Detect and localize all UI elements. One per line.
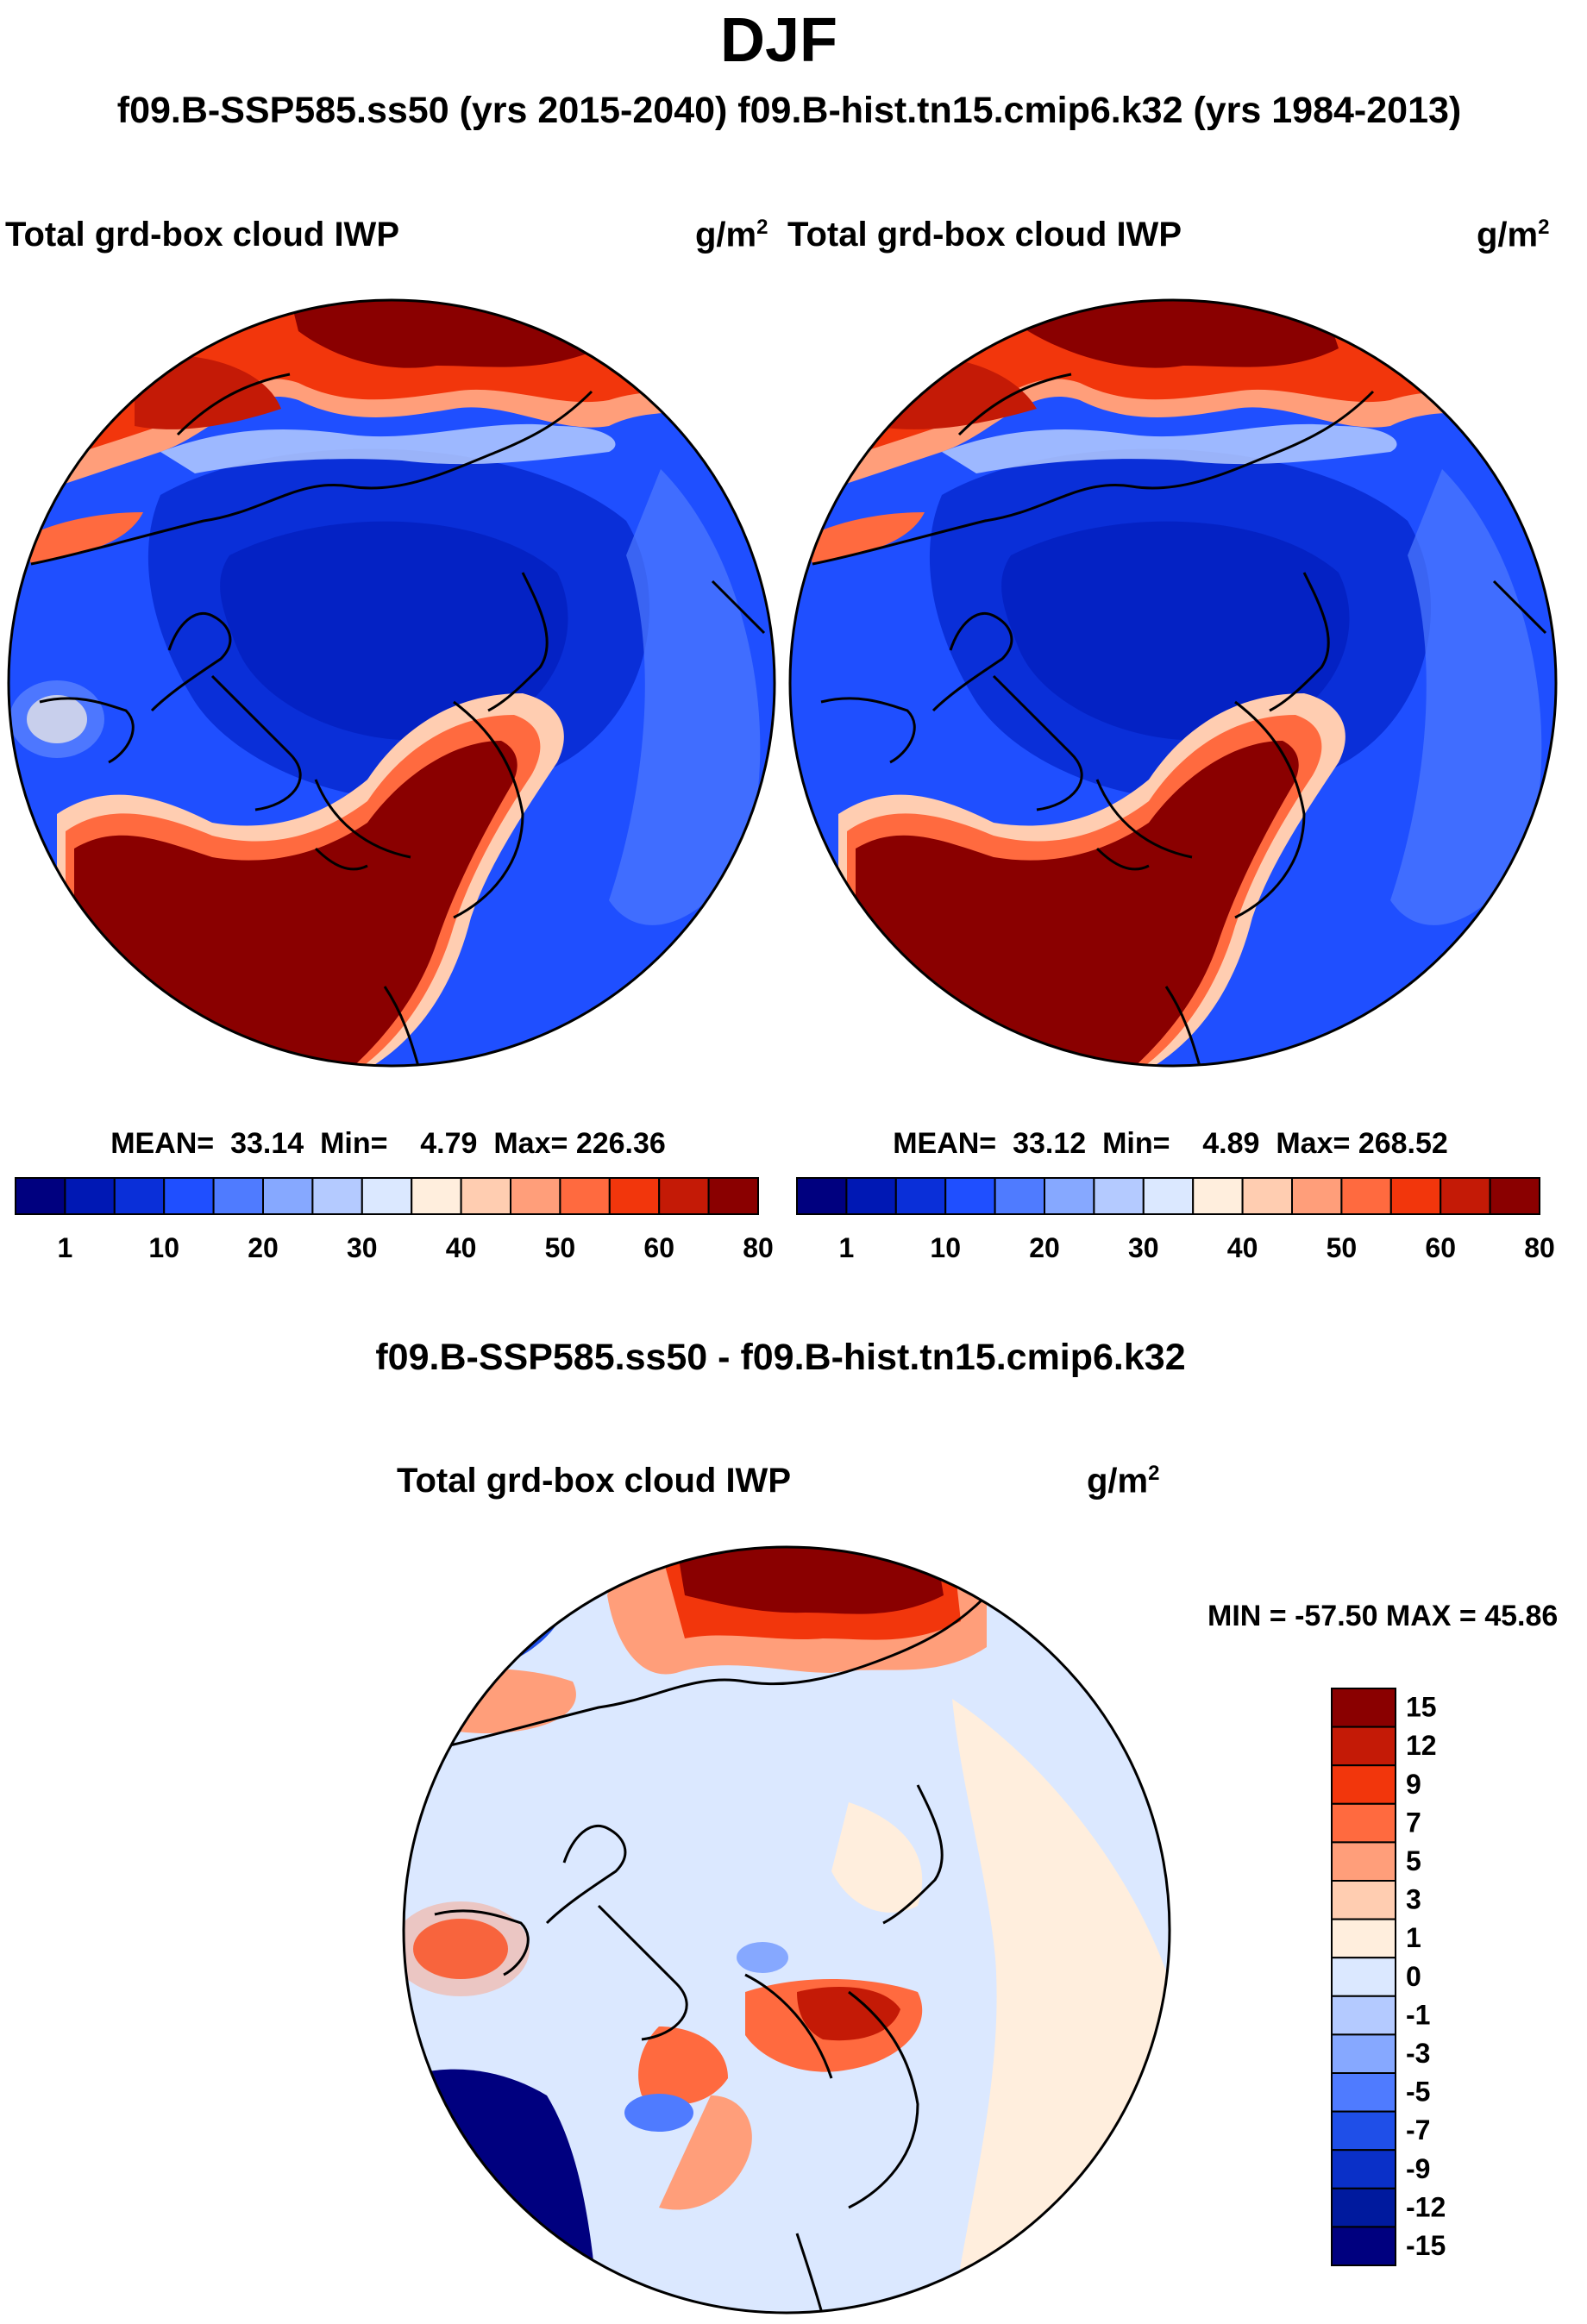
colorbar-box: [1331, 1802, 1396, 1844]
colorbar-tick-label: -1: [1406, 1999, 1430, 2030]
colorbar-tick-label: -3: [1406, 2038, 1430, 2069]
colorbar-tick-label: -7: [1406, 2114, 1430, 2145]
colorbar-box: [262, 1177, 314, 1215]
colorbar-tick-label: 12: [1406, 1730, 1437, 1761]
colorbar-box: [608, 1177, 661, 1215]
colorbar-tick-label: 10: [930, 1232, 961, 1263]
colorbar-box: [411, 1177, 462, 1215]
colorbar-box: [113, 1177, 166, 1215]
colorbar-box: [1331, 2033, 1396, 2074]
colorbar-tick-label: 50: [1327, 1232, 1358, 1263]
colorbar-tick-label: 60: [643, 1232, 674, 1263]
colorbar-box: [1331, 2226, 1396, 2267]
colorbar-box: [994, 1177, 1046, 1215]
case-header: f09.B-SSP585.ss50 (yrs 2015-2040) f09.B-…: [116, 90, 1462, 131]
colorbar-box: [15, 1177, 66, 1215]
colorbar-box: [1093, 1177, 1145, 1215]
diff-title: f09.B-SSP585.ss50 - f09.B-hist.tn15.cmip…: [375, 1337, 1186, 1378]
colorbar-tick-label: 40: [446, 1232, 477, 1263]
colorbar-box: [1331, 1726, 1396, 1767]
colorbar-box: [1331, 1957, 1396, 1997]
diff-variable: Total grd-box cloud IWP: [397, 1462, 791, 1500]
colorbar-tick-label: 1: [58, 1232, 73, 1263]
colorbar-box: [1331, 1764, 1396, 1805]
colorbar-box: [460, 1177, 511, 1215]
colorbar-tick-label: -12: [1406, 2191, 1446, 2222]
colorbar-tick-label: 5: [1406, 1845, 1421, 1876]
colorbar-box: [559, 1177, 611, 1215]
colorbar-box: [510, 1177, 561, 1215]
colorbar-box: [1489, 1177, 1540, 1215]
colorbar-box: [1331, 2149, 1396, 2189]
colorbar-tick-label: 20: [248, 1232, 279, 1263]
map-difference-iwp: [402, 1545, 1171, 2315]
colorbar-tick-label: -9: [1406, 2153, 1430, 2184]
colorbar-box: [1340, 1177, 1392, 1215]
colorbar-tick-label: 7: [1406, 1807, 1421, 1838]
colorbar-box: [311, 1177, 363, 1215]
colorbar-box: [1291, 1177, 1343, 1215]
colorbar-tick-label: 20: [1029, 1232, 1060, 1263]
colorbar-left: 1 10 20 30 40 50 60 80: [15, 1177, 774, 1263]
panel-right-units: g/m2: [1477, 216, 1550, 254]
colorbar-right: 1 10 20 30 40 50 60 80: [796, 1177, 1555, 1263]
colorbar-difference: 15 12 9 7 5 3 1 0 -1 -3 -5 -7 -9 -12 -15: [1331, 1688, 1446, 2267]
colorbar-tick-label: 80: [1524, 1232, 1555, 1263]
colorbar-box: [212, 1177, 265, 1215]
map-right-hist-iwp: [788, 298, 1558, 1068]
colorbar-box: [1331, 1880, 1396, 1920]
colorbar-box: [1142, 1177, 1195, 1215]
colorbar-tick-label: 80: [743, 1232, 774, 1263]
colorbar-tick-label: 3: [1406, 1884, 1421, 1915]
colorbar-box: [1331, 2110, 1396, 2152]
colorbar-box: [1044, 1177, 1095, 1215]
diff-units: g/m2: [1087, 1462, 1160, 1500]
panel-left-stats: MEAN= 33.14 Min= 4.79 Max= 226.36: [110, 1127, 666, 1160]
colorbar-tick-label: 30: [347, 1232, 378, 1263]
panel-left-units: g/m2: [695, 216, 768, 254]
colorbar-tick-label: 10: [148, 1232, 179, 1263]
colorbar-tick-label: 30: [1128, 1232, 1159, 1263]
map-left-future-iwp: [7, 298, 776, 1068]
colorbar-box: [1440, 1177, 1491, 1215]
colorbar-box: [1389, 1177, 1442, 1215]
colorbar-tick-label: -15: [1406, 2230, 1446, 2261]
colorbar-box: [1331, 1918, 1396, 1959]
colorbar-tick-label: 60: [1425, 1232, 1456, 1263]
colorbar-box: [658, 1177, 710, 1215]
colorbar-box: [1331, 1841, 1396, 1882]
colorbar-box: [796, 1177, 848, 1215]
colorbar-box: [1331, 1688, 1396, 1728]
colorbar-tick-label: -5: [1406, 2077, 1430, 2108]
colorbar-tick-label: 1: [839, 1232, 855, 1263]
colorbar-tick-label: 1: [1406, 1922, 1421, 1953]
colorbar-tick-label: 15: [1406, 1692, 1437, 1723]
colorbar-tick-label: 9: [1406, 1769, 1421, 1800]
season-title: DJF: [719, 6, 838, 75]
colorbar-box: [1241, 1177, 1293, 1215]
colorbar-box: [361, 1177, 413, 1215]
colorbar-box: [845, 1177, 897, 1215]
colorbar-box: [163, 1177, 215, 1215]
colorbar-box: [1331, 1995, 1396, 2036]
colorbar-box: [1331, 2072, 1396, 2113]
colorbar-box: [894, 1177, 947, 1215]
colorbar-tick-label: 40: [1227, 1232, 1258, 1263]
colorbar-tick-label: 50: [545, 1232, 576, 1263]
colorbar-box: [64, 1177, 116, 1215]
panel-right-variable: Total grd-box cloud IWP: [787, 216, 1182, 254]
colorbar-tick-label: 0: [1406, 1961, 1421, 1992]
colorbar-box: [1192, 1177, 1244, 1215]
panel-right-stats: MEAN= 33.12 Min= 4.89 Max= 268.52: [893, 1127, 1448, 1160]
panel-left-variable: Total grd-box cloud IWP: [5, 216, 399, 254]
colorbar-box: [944, 1177, 996, 1215]
colorbar-box: [1331, 2187, 1396, 2228]
colorbar-box: [707, 1177, 759, 1215]
diff-minmax: MIN = -57.50 MAX = 45.86: [1208, 1600, 1559, 1632]
